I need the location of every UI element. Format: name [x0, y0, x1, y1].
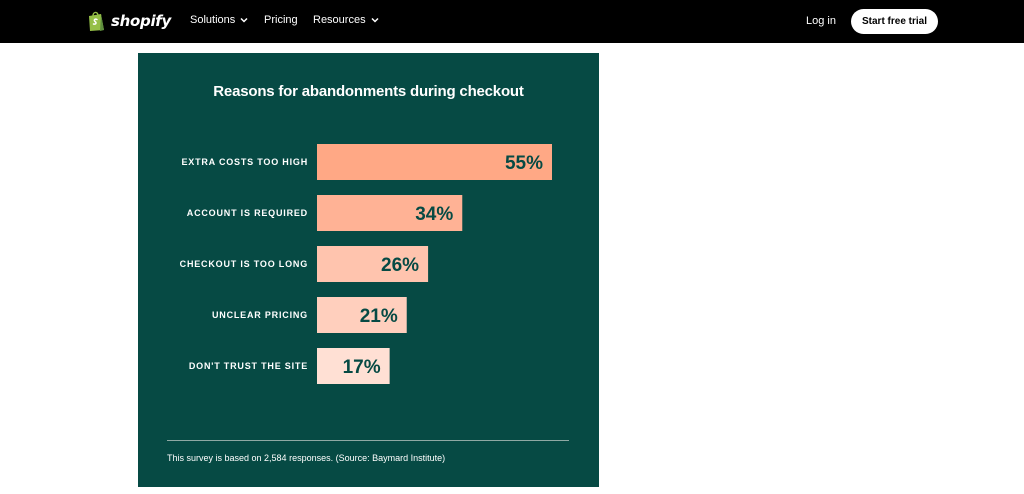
bar-value-label: 21%	[360, 306, 398, 327]
bar	[317, 195, 463, 231]
bar-category-label: CHECKOUT IS TOO LONG	[180, 259, 308, 269]
bar	[317, 297, 407, 333]
divider	[167, 440, 569, 441]
chevron-down-icon	[371, 17, 379, 23]
bar-category-label: DON'T TRUST THE SITE	[189, 361, 308, 371]
nav-pricing-label: Pricing	[264, 14, 298, 26]
nav-pricing[interactable]: Pricing	[264, 14, 298, 26]
start-free-trial-button[interactable]: Start free trial	[851, 9, 938, 34]
bar-value-label: 55%	[505, 153, 543, 174]
bar-value-label: 26%	[381, 255, 419, 276]
bar-value-label: 34%	[415, 204, 453, 225]
checkout-abandonment-infographic: Reasons for abandonments during checkout…	[138, 53, 599, 487]
bar	[317, 246, 429, 282]
infographic-title: Reasons for abandonments during checkout	[213, 83, 524, 100]
login-link[interactable]: Log in	[806, 15, 836, 27]
bar	[317, 144, 552, 180]
shopify-bag-icon	[89, 11, 104, 31]
chevron-down-icon	[240, 17, 248, 23]
nav-solutions-label: Solutions	[190, 14, 236, 26]
nav-solutions[interactable]: Solutions	[190, 14, 248, 26]
nav-resources-label: Resources	[313, 14, 366, 26]
bar-category-label: ACCOUNT IS REQUIRED	[187, 208, 308, 218]
abandonment-bar-chart: EXTRA COSTS TOO HIGH 55% ACCOUNT IS REQUIR…	[180, 144, 552, 384]
bar-category-label: EXTRA COSTS TOO HIGH	[181, 157, 308, 167]
brand-name: shopify	[111, 12, 171, 30]
shopify-logo[interactable]: shopify	[86, 10, 171, 32]
bar-category-label: UNCLEAR PRICING	[212, 310, 308, 320]
top-navigation-bar: shopify Solutions Pricing Resources Log …	[0, 0, 1024, 43]
survey-footnote: This survey is based on 2,584 responses.…	[167, 453, 446, 463]
nav-resources[interactable]: Resources	[313, 14, 379, 26]
bar-value-label: 17%	[343, 357, 381, 378]
bar	[317, 348, 390, 384]
